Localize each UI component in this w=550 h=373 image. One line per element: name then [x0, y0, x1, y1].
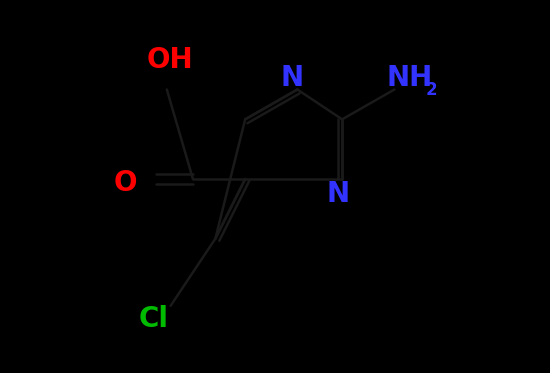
Text: N: N: [327, 180, 350, 208]
Text: NH: NH: [387, 64, 433, 93]
Text: O: O: [114, 169, 138, 197]
Text: OH: OH: [146, 46, 193, 74]
Text: N: N: [280, 64, 304, 93]
Text: Cl: Cl: [139, 305, 169, 333]
Text: 2: 2: [426, 81, 438, 98]
